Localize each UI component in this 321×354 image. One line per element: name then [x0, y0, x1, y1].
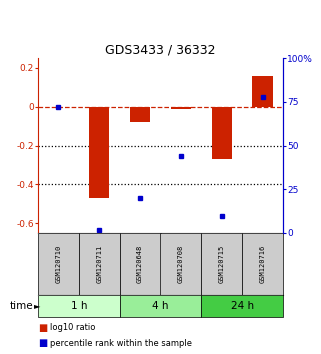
Bar [201, 295, 283, 317]
Text: GSM120648: GSM120648 [137, 245, 143, 283]
Bar [130, 107, 150, 122]
Text: GSM120710: GSM120710 [56, 245, 61, 283]
Text: GSM120708: GSM120708 [178, 245, 184, 283]
Text: log10 ratio: log10 ratio [50, 323, 95, 332]
Title: GDS3433 / 36332: GDS3433 / 36332 [105, 44, 216, 57]
Bar [38, 295, 120, 317]
Text: ■: ■ [38, 322, 47, 332]
Bar [242, 233, 283, 295]
Text: GSM120711: GSM120711 [96, 245, 102, 283]
Bar [201, 233, 242, 295]
Text: GSM120715: GSM120715 [219, 245, 225, 283]
Bar [120, 295, 201, 317]
Text: percentile rank within the sample: percentile rank within the sample [50, 339, 192, 348]
Text: 24 h: 24 h [230, 301, 254, 311]
Bar [171, 107, 191, 109]
Bar [79, 233, 120, 295]
Bar [212, 107, 232, 159]
Bar [252, 75, 273, 107]
Text: 1 h: 1 h [71, 301, 87, 311]
Bar [120, 233, 160, 295]
Bar [160, 233, 201, 295]
Text: time: time [9, 301, 33, 311]
Text: 4 h: 4 h [152, 301, 169, 311]
Bar [89, 107, 109, 198]
Bar [38, 233, 79, 295]
Text: ►: ► [34, 302, 40, 310]
Text: GSM120716: GSM120716 [260, 245, 265, 283]
Text: ■: ■ [38, 338, 47, 348]
